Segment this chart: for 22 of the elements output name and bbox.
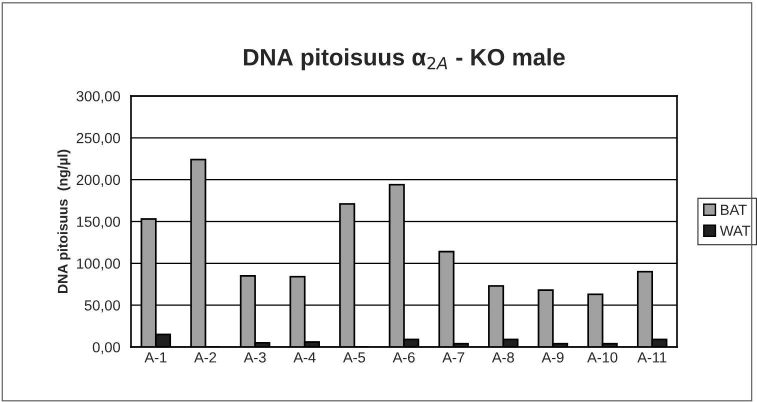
y-tick-label: 50,00: [84, 300, 120, 312]
y-tick-label: 0,00: [92, 342, 120, 354]
y-tick-label: 250,00: [76, 132, 120, 145]
legend-label: BAT: [721, 204, 747, 215]
x-tick-label: A-11: [637, 352, 666, 362]
x-tick-label: A-6: [392, 352, 415, 363]
x-tick-label: A-3: [244, 352, 266, 363]
legend-label: WAT: [720, 226, 750, 236]
chart-title: DNA pitoisuus α$_{2A}$ - KO male: [244, 48, 565, 70]
x-tick-label: A-9: [542, 352, 564, 363]
y-tick-label: 200,00: [76, 174, 120, 187]
x-tick-label: A-5: [343, 352, 366, 363]
y-tick-label: 150,00: [77, 216, 120, 229]
x-tick-label: A-7: [442, 352, 464, 362]
y-tick-label: 100,00: [77, 258, 120, 270]
x-tick-label: A-1: [144, 352, 166, 362]
x-tick-label: A-4: [293, 352, 316, 362]
x-tick-label: A-10: [587, 352, 618, 363]
y-tick-label: 300,00: [76, 91, 120, 104]
y-axis-title: DNA pitoisuus (ng/µl): [57, 150, 70, 293]
x-tick-label: A-2: [194, 352, 216, 362]
x-tick-label: A-8: [492, 352, 514, 363]
